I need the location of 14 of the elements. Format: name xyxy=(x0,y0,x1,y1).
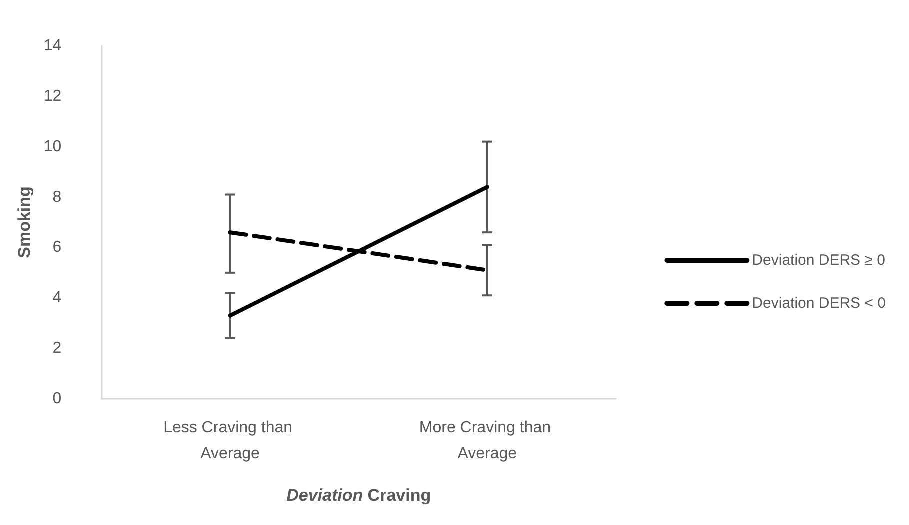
y-axis-title: Smoking xyxy=(15,186,34,258)
y-tick-label: 14 xyxy=(44,38,62,54)
y-tick-label: 12 xyxy=(44,88,62,105)
y-tick-label: 6 xyxy=(52,239,62,256)
y-tick-label: 10 xyxy=(44,138,62,156)
text: Deviation DERS < 0 xyxy=(752,295,886,312)
x-tick-label: More Craving than Average xyxy=(419,420,556,462)
x-axis-title: Deviation Craving xyxy=(286,486,432,505)
y-tick-label: 8 xyxy=(52,188,62,206)
y-tick-label: 2 xyxy=(52,340,62,358)
x-tick-label: Less Craving than Average xyxy=(164,420,297,462)
y-tick-label: 0 xyxy=(52,390,62,408)
y-tick-label: 4 xyxy=(52,290,62,307)
text: Deviation DERS ≥ 0 xyxy=(752,252,886,269)
